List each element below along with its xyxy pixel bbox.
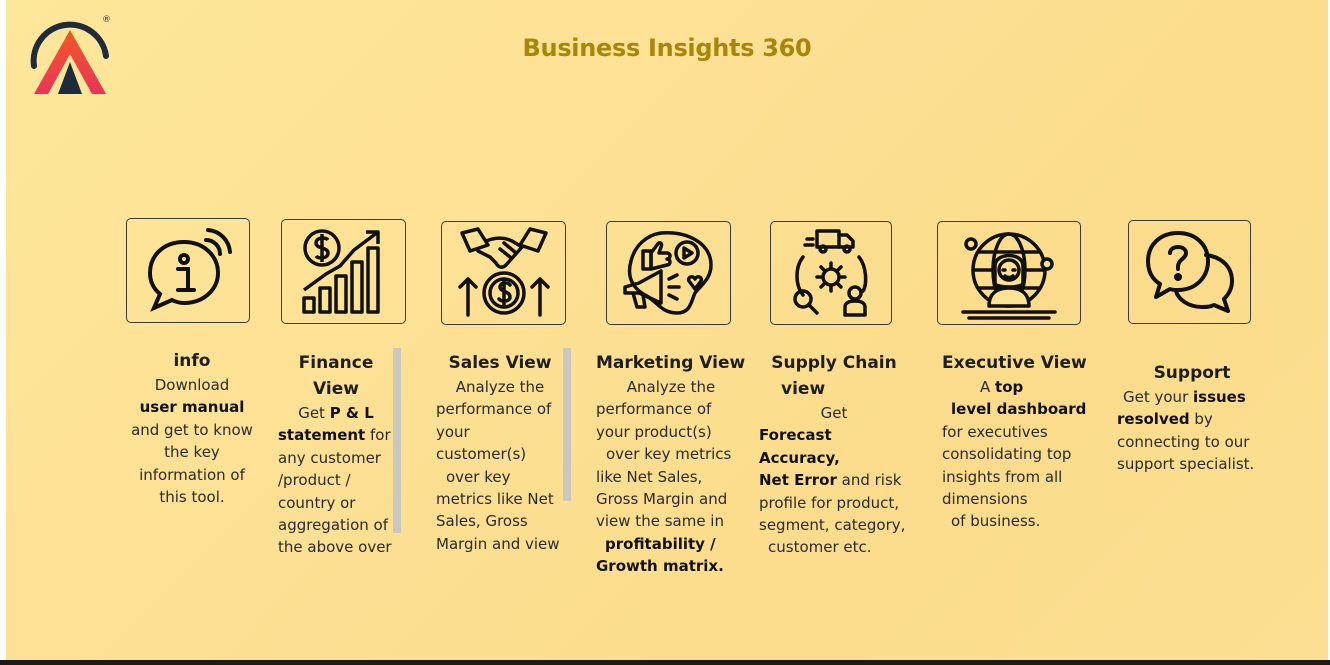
marketing-title: Marketing View (596, 353, 746, 373)
executive-globe-icon (961, 232, 1057, 320)
page-title: Business Insights 360 (522, 34, 812, 62)
info-description: info Download user manual and get to kno… (118, 348, 266, 508)
user-manual-link[interactable]: user manual (139, 398, 245, 417)
marketing-tile-button[interactable] (606, 221, 731, 325)
marketing-megaphone-icon (622, 231, 713, 315)
supply-chain-title-line1: Supply Chain (771, 353, 897, 373)
executive-tile-button[interactable] (937, 221, 1081, 325)
svg-text:®: ® (102, 15, 111, 25)
support-description: Support Get your issues resolved by conn… (1117, 360, 1267, 476)
sales-scrollbar[interactable] (563, 348, 571, 501)
support-chat-icon (1145, 231, 1234, 313)
handshake-dollar-icon (457, 227, 550, 317)
supply-chain-icon (793, 229, 868, 317)
info-title: info (173, 351, 211, 371)
finance-title-line2: View (313, 379, 359, 399)
executive-description: Executive View A top level dashboard for… (942, 350, 1092, 533)
finance-description: Finance View Get P & L statement for any… (278, 350, 394, 563)
finance-scrollbar[interactable] (393, 348, 401, 533)
sales-description: Sales View Analyze the performance of yo… (436, 350, 564, 555)
supply-chain-title-line2: view (781, 379, 826, 399)
sales-title: Sales View (448, 353, 552, 373)
bottom-border (0, 660, 1330, 665)
finance-title-line1: Finance (298, 353, 374, 373)
support-tile-button[interactable] (1128, 220, 1251, 324)
marketing-description: Marketing View Analyze the performance o… (596, 350, 746, 578)
info-icon (147, 227, 232, 312)
info-tile-button[interactable] (126, 218, 250, 323)
company-logo: ® (26, 10, 118, 98)
supply-chain-tile-button[interactable] (770, 221, 892, 325)
supply-chain-description: Supply Chain view Get Forecast Accuracy,… (759, 350, 909, 559)
finance-tile-button[interactable] (281, 219, 406, 324)
report-canvas: ® Business Insights 360 (6, 0, 1328, 660)
sales-tile-button[interactable] (441, 221, 566, 325)
executive-title: Executive View (942, 353, 1087, 373)
logo-icon: ® (30, 15, 111, 94)
finance-growth-icon (301, 228, 380, 314)
support-title: Support (1153, 363, 1231, 383)
